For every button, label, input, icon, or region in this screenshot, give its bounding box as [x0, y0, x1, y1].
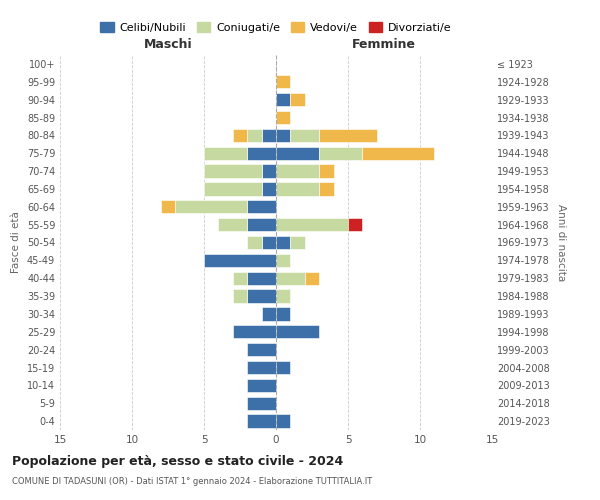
Bar — [204, 182, 262, 196]
Bar — [262, 182, 276, 196]
Bar — [276, 111, 290, 124]
Bar — [247, 396, 276, 410]
Bar — [362, 146, 434, 160]
Bar — [262, 164, 276, 178]
Legend: Celibi/Nubili, Coniugati/e, Vedovi/e, Divorziati/e: Celibi/Nubili, Coniugati/e, Vedovi/e, Di… — [96, 18, 456, 37]
Bar — [290, 93, 305, 106]
Bar — [276, 164, 319, 178]
Bar — [247, 361, 276, 374]
Bar — [319, 146, 362, 160]
Bar — [247, 236, 262, 249]
Bar — [276, 254, 290, 267]
Bar — [175, 200, 247, 213]
Bar — [247, 218, 276, 232]
Bar — [247, 146, 276, 160]
Y-axis label: Anni di nascita: Anni di nascita — [556, 204, 566, 281]
Bar — [247, 272, 276, 285]
Bar — [204, 146, 247, 160]
Bar — [247, 343, 276, 356]
Bar — [218, 218, 247, 232]
Bar — [276, 75, 290, 88]
Bar — [348, 218, 362, 232]
Bar — [276, 325, 319, 338]
Bar — [319, 128, 377, 142]
Bar — [276, 272, 305, 285]
Bar — [233, 325, 276, 338]
Bar — [305, 272, 319, 285]
Bar — [276, 361, 290, 374]
Bar — [233, 290, 247, 303]
Text: Popolazione per età, sesso e stato civile - 2024: Popolazione per età, sesso e stato civil… — [12, 455, 343, 468]
Bar — [247, 414, 276, 428]
Bar — [276, 182, 319, 196]
Bar — [276, 218, 348, 232]
Bar — [262, 236, 276, 249]
Bar — [161, 200, 175, 213]
Bar — [276, 414, 290, 428]
Bar — [247, 290, 276, 303]
Bar — [290, 128, 319, 142]
Text: Femmine: Femmine — [352, 38, 416, 52]
Text: COMUNE DI TADASUNI (OR) - Dati ISTAT 1° gennaio 2024 - Elaborazione TUTTITALIA.I: COMUNE DI TADASUNI (OR) - Dati ISTAT 1° … — [12, 478, 372, 486]
Bar — [262, 307, 276, 320]
Bar — [204, 254, 276, 267]
Bar — [276, 236, 290, 249]
Bar — [319, 164, 334, 178]
Bar — [276, 128, 290, 142]
Bar — [262, 128, 276, 142]
Bar — [233, 128, 247, 142]
Bar — [319, 182, 334, 196]
Text: Maschi: Maschi — [143, 38, 193, 52]
Bar — [247, 200, 276, 213]
Bar — [290, 236, 305, 249]
Bar — [247, 378, 276, 392]
Bar — [276, 290, 290, 303]
Bar — [276, 146, 319, 160]
Bar — [276, 307, 290, 320]
Bar — [233, 272, 247, 285]
Bar — [276, 93, 290, 106]
Bar — [204, 164, 262, 178]
Bar — [247, 128, 262, 142]
Y-axis label: Fasce di età: Fasce di età — [11, 212, 21, 274]
